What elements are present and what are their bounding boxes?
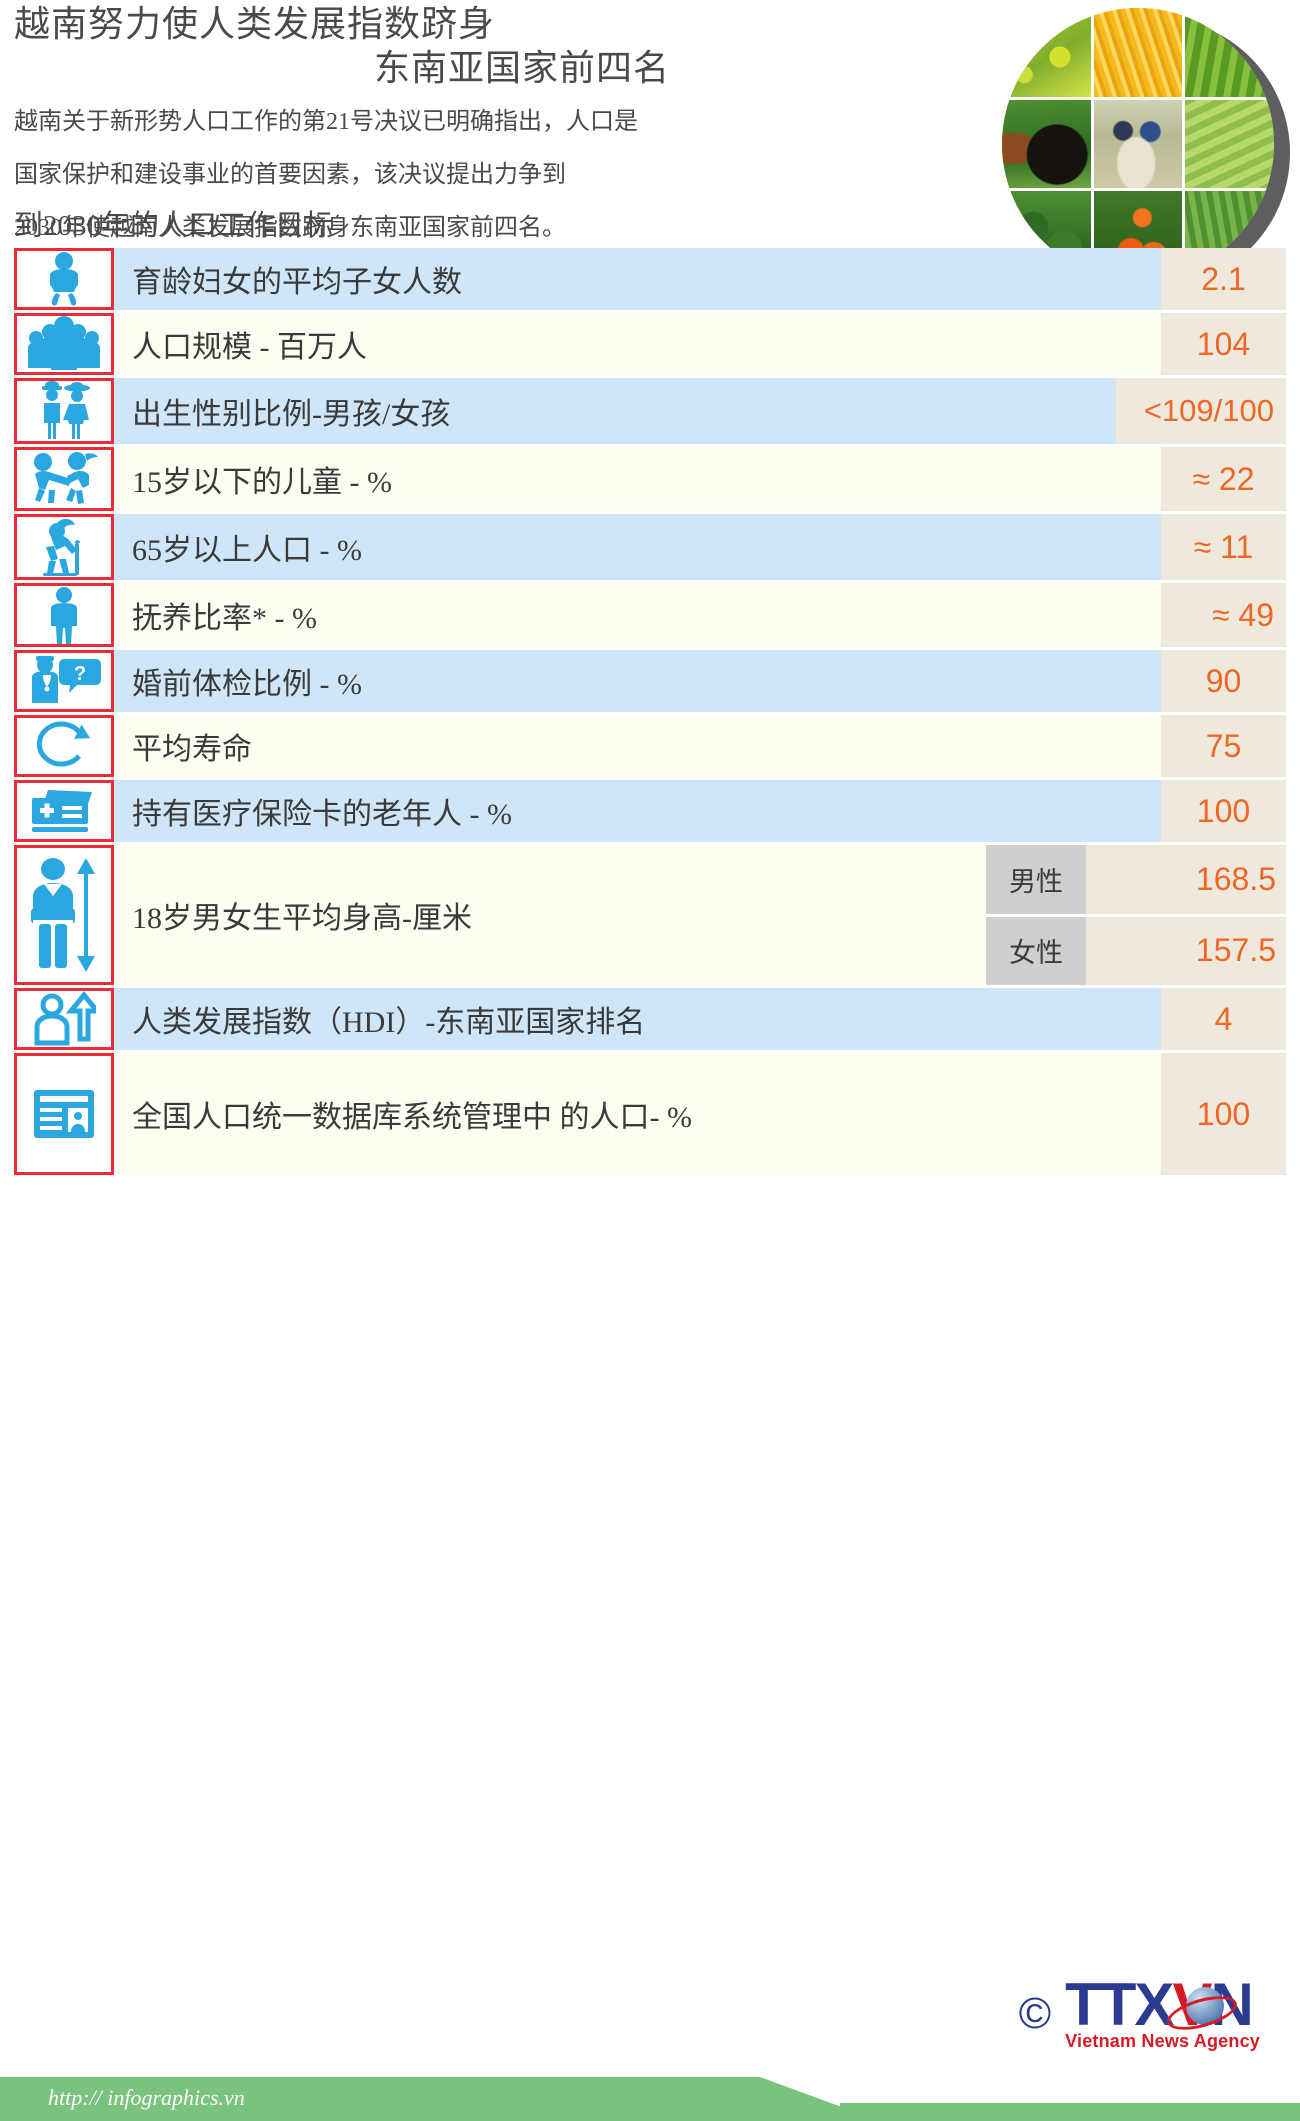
male-value: 168.5 [1086, 845, 1286, 914]
row-label: 65岁以上人口 - % [114, 514, 1161, 580]
ttxvn-tagline: Vietnam News Agency [1065, 2031, 1260, 2051]
intro-line-1: 越南关于新形势人口工作的第21号决议已明确指出，人口是 [14, 109, 638, 135]
row-value: 4 [1161, 988, 1286, 1050]
fishermen-net-photo [1093, 99, 1183, 189]
male-tag: 男性 [986, 845, 1086, 914]
row-value: 104 [1161, 313, 1286, 375]
header: 越南努力使人类发展指数跻身 东南亚国家前四名 越南关于新形势人口工作的第21号决… [0, 0, 1300, 330]
row-label: 15岁以下的儿童 - % [114, 447, 1161, 511]
female-tag: 女性 [986, 916, 1086, 985]
row-label: 育龄妇女的平均子女人数 [114, 248, 1161, 310]
table-row: 持有医疗保险卡的老年人 - % 100 [14, 780, 1286, 842]
footer: © TTXVN Vietnam News Agency http:// info… [0, 1961, 1300, 2121]
row-value: ≈ 49 [1161, 583, 1286, 647]
row-value: 100 [1161, 1053, 1286, 1175]
terraced-rice-field-photo [1185, 99, 1274, 189]
green-vegetables-photo [1185, 8, 1274, 97]
row-value: <109/100 [1116, 378, 1286, 444]
table-row: ? 婚前体检比例 - % 90 [14, 650, 1286, 712]
table-row: 人类发展指数（HDI）-东南亚国家排名 4 [14, 988, 1286, 1050]
intro-line-3: 2030年使越南人类发展指数跻身东南亚国家前四名。 [14, 215, 566, 241]
corn-cobs-photo [1093, 8, 1183, 97]
row-value: 90 [1161, 650, 1286, 712]
table-row: 平均寿命 75 [14, 715, 1286, 777]
row-label: 出生性别比例-男孩/女孩 [114, 378, 1116, 444]
table-row: 抚养比率* - % ≈ 49 [14, 583, 1286, 647]
crowd-icon [14, 313, 114, 375]
row-value: 75 [1161, 715, 1286, 777]
life-cycle-icon [14, 715, 114, 777]
row-label: 婚前体检比例 - % [114, 650, 1161, 712]
row-value: ≈ 22 [1161, 447, 1286, 511]
id-card-icon [14, 1053, 114, 1175]
intro-line-2: 国家保护和建设事业的首要因素，该决议提出力争到 [14, 162, 566, 188]
height-label-text: 18岁男女生平均身高-厘米 [132, 902, 472, 935]
section-subheading: 到2030年的人口工作目标 [14, 210, 334, 242]
green-bar-tail [840, 2103, 1300, 2121]
elderly-cane-icon [14, 514, 114, 580]
table-row: 全国人口统一数据库系统管理中 的人口- % 100 [14, 1053, 1286, 1175]
man-woman-icon [14, 378, 114, 444]
row-label: 人口规模 - 百万人 [114, 313, 1161, 375]
svg-text:?: ? [74, 663, 86, 685]
row-value: ≈ 11 [1161, 514, 1286, 580]
row-label: 全国人口统一数据库系统管理中 的人口- % [114, 1053, 1161, 1175]
table-row: 育龄妇女的平均子女人数 2.1 [14, 248, 1286, 310]
person-icon [14, 583, 114, 647]
table-row: 出生性别比例-男孩/女孩 <109/100 [14, 378, 1286, 444]
photo-collage-grid [1002, 8, 1274, 280]
intro-paragraph: 越南关于新形势人口工作的第21号决议已明确指出，人口是 国家保护和建设事业的首要… [14, 96, 654, 255]
health-card-icon [14, 780, 114, 842]
children-icon [14, 447, 114, 511]
row-value: 2.1 [1161, 248, 1286, 310]
footer-green-bar: http:// infographics.vn [0, 2077, 1300, 2121]
height-male-row: 男性 168.5 [986, 845, 1286, 914]
height-measure-icon [14, 845, 114, 985]
female-value: 157.5 [1086, 916, 1286, 985]
website-url: http:// infographics.vn [48, 2085, 245, 2110]
table-row: 15岁以下的儿童 - % ≈ 22 [14, 447, 1286, 511]
indicator-table: 育龄妇女的平均子女人数 2.1 人口规模 - 百万人 104 [14, 248, 1286, 1178]
ttxvn-logo: © TTXVN Vietnam News Agency [1019, 1975, 1260, 2052]
logo-ttx: TTX [1065, 1971, 1174, 2038]
yellow-flowers-photo [1002, 8, 1091, 97]
height-values: 男性 168.5 女性 157.5 [986, 845, 1286, 985]
row-label: 18岁男女生平均身高-厘米 [114, 845, 986, 985]
copyright-icon: © [1018, 1988, 1052, 2038]
height-female-row: 女性 157.5 [986, 916, 1286, 985]
row-value: 100 [1161, 780, 1286, 842]
title-line-2: 东南亚国家前四名 [373, 48, 670, 88]
table-row-height: 18岁男女生平均身高-厘米 男性 168.5 女性 157.5 [14, 845, 1286, 985]
title-line-1: 越南努力使人类发展指数跻身 [14, 4, 496, 44]
row-label: 持有医疗保险卡的老年人 - % [114, 780, 1161, 842]
page-title: 越南努力使人类发展指数跻身 东南亚国家前四名 [14, 2, 674, 90]
row-label: 抚养比率* - % [114, 583, 1161, 647]
globe-icon [1186, 1987, 1224, 2025]
table-row: 65岁以上人口 - % ≈ 11 [14, 514, 1286, 580]
doctor-question-icon: ? [14, 650, 114, 712]
buffalo-cattle-photo [1002, 99, 1091, 189]
ttxvn-wordmark: TTXVN Vietnam News Agency [1065, 1975, 1260, 2052]
row-label: 平均寿命 [114, 715, 1161, 777]
row-label: 人类发展指数（HDI）-东南亚国家排名 [114, 988, 1161, 1050]
table-row: 人口规模 - 百万人 104 [14, 313, 1286, 375]
baby-icon [14, 248, 114, 310]
green-bar-shape [0, 2077, 880, 2121]
person-uparrow-icon [14, 988, 114, 1050]
